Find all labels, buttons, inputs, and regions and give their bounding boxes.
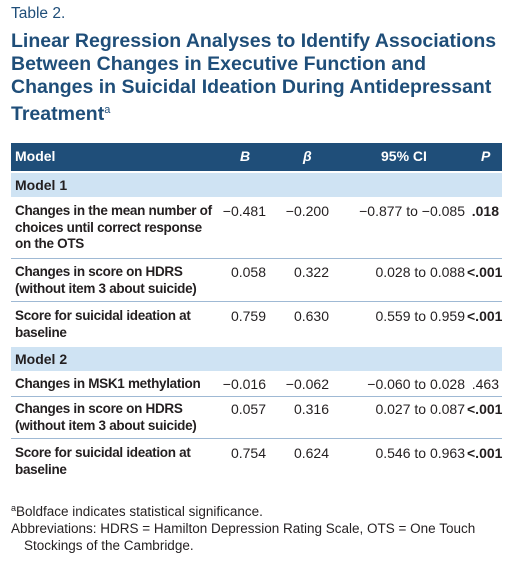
row-b: 0.057 — [230, 401, 266, 417]
row-ci: 0.028 to 0.088 — [375, 264, 465, 280]
row-beta: −0.200 — [285, 203, 329, 219]
row-divider — [11, 396, 502, 397]
footnote-significance-text: Boldface indicates statistical significa… — [16, 504, 263, 519]
row-p: .463 — [471, 376, 499, 392]
header-ci: 95% CI — [381, 148, 427, 164]
row-p: <.001 — [467, 264, 503, 280]
table-title: Linear Regression Analyses to Identify A… — [11, 30, 503, 126]
model-2-label: Model 2 — [15, 351, 68, 367]
footnote-significance: aBoldface indicates statistical signific… — [11, 500, 503, 520]
row-ci: 0.027 to 0.087 — [375, 401, 465, 417]
footnote-marker: a — [11, 503, 17, 513]
row-divider — [11, 258, 502, 259]
row-variable: Changes in score on HDRS (without item 3… — [15, 401, 197, 433]
row-beta: 0.630 — [293, 308, 329, 324]
row-p: <.001 — [467, 401, 503, 417]
row-beta: 0.316 — [293, 401, 329, 417]
table-label: Table 2. — [11, 5, 66, 22]
row-ci: −0.877 to −0.085 — [359, 203, 465, 219]
row-beta: −0.062 — [285, 376, 329, 392]
row-beta: 0.322 — [293, 264, 329, 280]
row-divider — [11, 438, 502, 439]
row-b: 0.759 — [230, 308, 266, 324]
row-b: 0.058 — [230, 264, 266, 280]
row-p: <.001 — [467, 308, 503, 324]
model-2-band: Model 2 — [11, 347, 502, 371]
header-b: B — [240, 148, 251, 164]
row-variable: Score for suicidal ideation at baseline — [15, 308, 191, 340]
row-ci: 0.546 to 0.963 — [375, 445, 465, 461]
footnote-abbreviations: Abbreviations: HDRS = Hamilton Depressio… — [11, 521, 476, 553]
row-variable: Changes in MSK1 methylation — [15, 376, 201, 391]
row-ci: 0.559 to 0.959 — [375, 308, 465, 324]
row-beta: 0.624 — [293, 445, 329, 461]
title-footnote-marker: a — [104, 104, 111, 116]
model-1-band: Model 1 — [11, 173, 502, 197]
row-ci: −0.060 to 0.028 — [367, 376, 465, 392]
row-variable: Changes in the mean number of choices un… — [15, 203, 212, 251]
row-divider — [11, 301, 502, 302]
model-1-label: Model 1 — [15, 177, 68, 193]
header-model: Model — [15, 148, 56, 164]
row-variable: Changes in score on HDRS (without item 3… — [15, 264, 197, 296]
row-p: .018 — [471, 203, 499, 219]
row-variable: Score for suicidal ideation at baseline — [15, 445, 191, 477]
table-header: Model B β 95% CI P — [11, 143, 502, 171]
row-b: −0.481 — [222, 203, 266, 219]
title-text: Linear Regression Analyses to Identify A… — [11, 30, 497, 125]
row-b: 0.754 — [230, 445, 266, 461]
row-b: −0.016 — [222, 376, 266, 392]
header-beta: β — [303, 148, 312, 164]
row-p: <.001 — [467, 445, 503, 461]
header-p: P — [481, 148, 491, 164]
